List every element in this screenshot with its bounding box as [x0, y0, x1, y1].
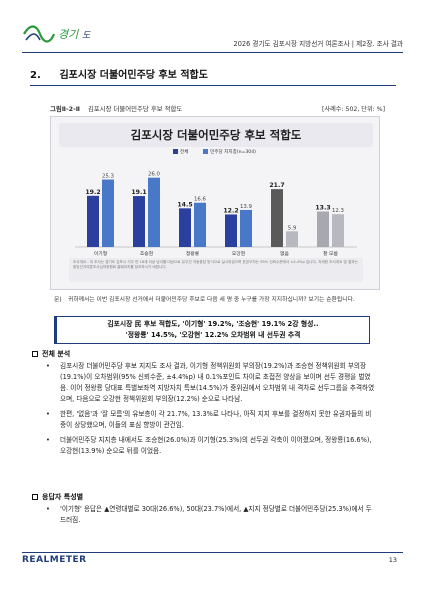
summary-line-2: '정왕룡' 14.5%, '오강현' 12.2% 오차범위 내 선두권 추격: [125, 331, 301, 339]
list-item: • 더불어민주당 지지층 내에서도 조승현(26.0%)과 이기형(25.3%)의…: [46, 436, 372, 455]
legend-swatch: [203, 149, 208, 154]
bar: [332, 214, 344, 247]
x-tick-label: 잘 모름: [323, 250, 338, 257]
question-label: 문): [54, 297, 62, 303]
analysis-heading: 전체 분석: [32, 349, 70, 359]
analysis-list: • 김포시장 더불어민주당 후보 지지도 조사 결과, 이기형 정책위원회 부의장…: [46, 361, 376, 461]
footer-logo: REALMETER: [22, 555, 87, 565]
bullet-icon: •: [46, 505, 50, 513]
svg-text:도: 도: [82, 31, 91, 41]
institution-logo: 경기 도: [23, 25, 91, 43]
list-item: • 김포시장 더불어민주당 후보 지지도 조사 결과, 이기형 정책위원회 부의장…: [46, 362, 375, 403]
legend-label: 전체: [180, 148, 188, 155]
figure-caption: 그림Ⅱ-2-Ⅱ 김포시장 더불어민주당 후보 적합도: [50, 104, 182, 113]
bullet-icon: •: [46, 362, 50, 370]
summary-box: 김포시장 民 후보 적합도, '이기형' 19.2%, '조승현' 19.1% …: [54, 316, 370, 344]
data-label: 14.5: [177, 201, 192, 208]
svg-text:경기: 경기: [58, 28, 79, 41]
bar-chart: 전체 민주당 지지층(n=304) 19.2 25.3 이기형 19.1 26.0 조승현 14…: [75, 148, 357, 257]
header-divider: [22, 52, 403, 53]
data-label: 12.3: [332, 208, 344, 214]
bar: [179, 208, 191, 247]
legend-label: 민주당 지지층(n=304): [210, 148, 256, 155]
figure-number: 그림Ⅱ-2-Ⅱ: [50, 105, 80, 113]
bullet-icon: •: [46, 410, 50, 418]
section-title: 2. 김포시장 더불어민주당 후보 적합도: [30, 66, 396, 86]
legend-swatch: [173, 149, 178, 154]
figure-caption-text: 김포시장 더불어민주당 후보 적합도: [87, 105, 183, 113]
bar: [286, 231, 298, 247]
chart-footnote: 조사개요 : 이 조사는 경기도 김포시 거주 만 18세 이상 남녀를 대상으…: [69, 258, 363, 282]
data-label: 19.1: [131, 189, 146, 196]
bar: [87, 195, 99, 247]
bar: [271, 189, 283, 247]
survey-question: 문) 귀하께서는 이번 김포시장 선거에서 더불어민주당 후보로 다음 세 명 중…: [54, 296, 384, 305]
data-label: 12.2: [223, 207, 238, 214]
data-label: 13.3: [315, 205, 330, 212]
characteristics-list: • '이기형' 응답은 ▲연령대별로 30대(26.6%), 50대(23.7%)…: [46, 504, 376, 530]
square-bullet-icon: [32, 493, 38, 500]
data-label: 13.9: [240, 204, 253, 210]
x-tick-label: 오강현: [232, 250, 245, 257]
page-number: 13: [388, 556, 397, 564]
bar: [133, 196, 145, 247]
bar: [225, 214, 237, 247]
list-item: • 한편, '없음'과 '잘 모름'의 유보층이 각 21.7%, 13.3%로 …: [46, 410, 372, 429]
data-label: 16.6: [194, 197, 207, 203]
bullet-icon: •: [46, 436, 50, 444]
bar: [317, 211, 329, 247]
characteristics-heading: 응답자 특성별: [32, 492, 83, 502]
data-label: 21.7: [269, 182, 284, 189]
section-number: 2.: [30, 70, 41, 81]
x-tick-label: 조승현: [140, 250, 153, 257]
footer-divider: [22, 552, 403, 553]
chart-banner: 김포시장 더불어민주당 후보 적합도: [59, 123, 373, 147]
bar: [148, 177, 160, 247]
list-item: • '이기형' 응답은 ▲연령대별로 30대(26.6%), 50대(23.7%)…: [46, 505, 372, 524]
square-bullet-icon: [32, 350, 38, 357]
chart-container: 김포시장 더불어민주당 후보 적합도 전체 민주당 지지층(n=304) 19.2 2…: [50, 116, 380, 290]
data-label: 25.3: [102, 174, 114, 180]
data-label: 26.0: [148, 172, 161, 178]
x-tick-label: 이기형: [94, 250, 107, 257]
bar: [102, 179, 114, 247]
page-header: 경기 도 2026 경기도 김포시장 지방선거 여론조사 | 제2장. 조사 결…: [0, 0, 423, 60]
figure-unit: [사례수: 502, 단위: %]: [321, 106, 385, 113]
header-title: 2026 경기도 김포시장 지방선거 여론조사 | 제2장. 조사 결과: [233, 40, 403, 48]
bar: [240, 209, 252, 247]
question-text: 귀하께서는 이번 김포시장 선거에서 더불어민주당 후보로 다음 세 명 중 누…: [68, 297, 355, 303]
x-tick-label: 정왕룡: [186, 250, 200, 257]
data-label: 5.9: [288, 225, 297, 231]
summary-line-1: 김포시장 民 후보 적합도, '이기형' 19.2%, '조승현' 19.1% …: [107, 320, 319, 328]
data-label: 19.2: [85, 189, 100, 196]
chart-title: 김포시장 더불어민주당 후보 적합도: [130, 128, 302, 142]
section-title-text: 김포시장 더불어민주당 후보 적합도: [59, 70, 208, 81]
x-tick-label: 없음: [280, 250, 289, 257]
bar: [194, 202, 206, 247]
